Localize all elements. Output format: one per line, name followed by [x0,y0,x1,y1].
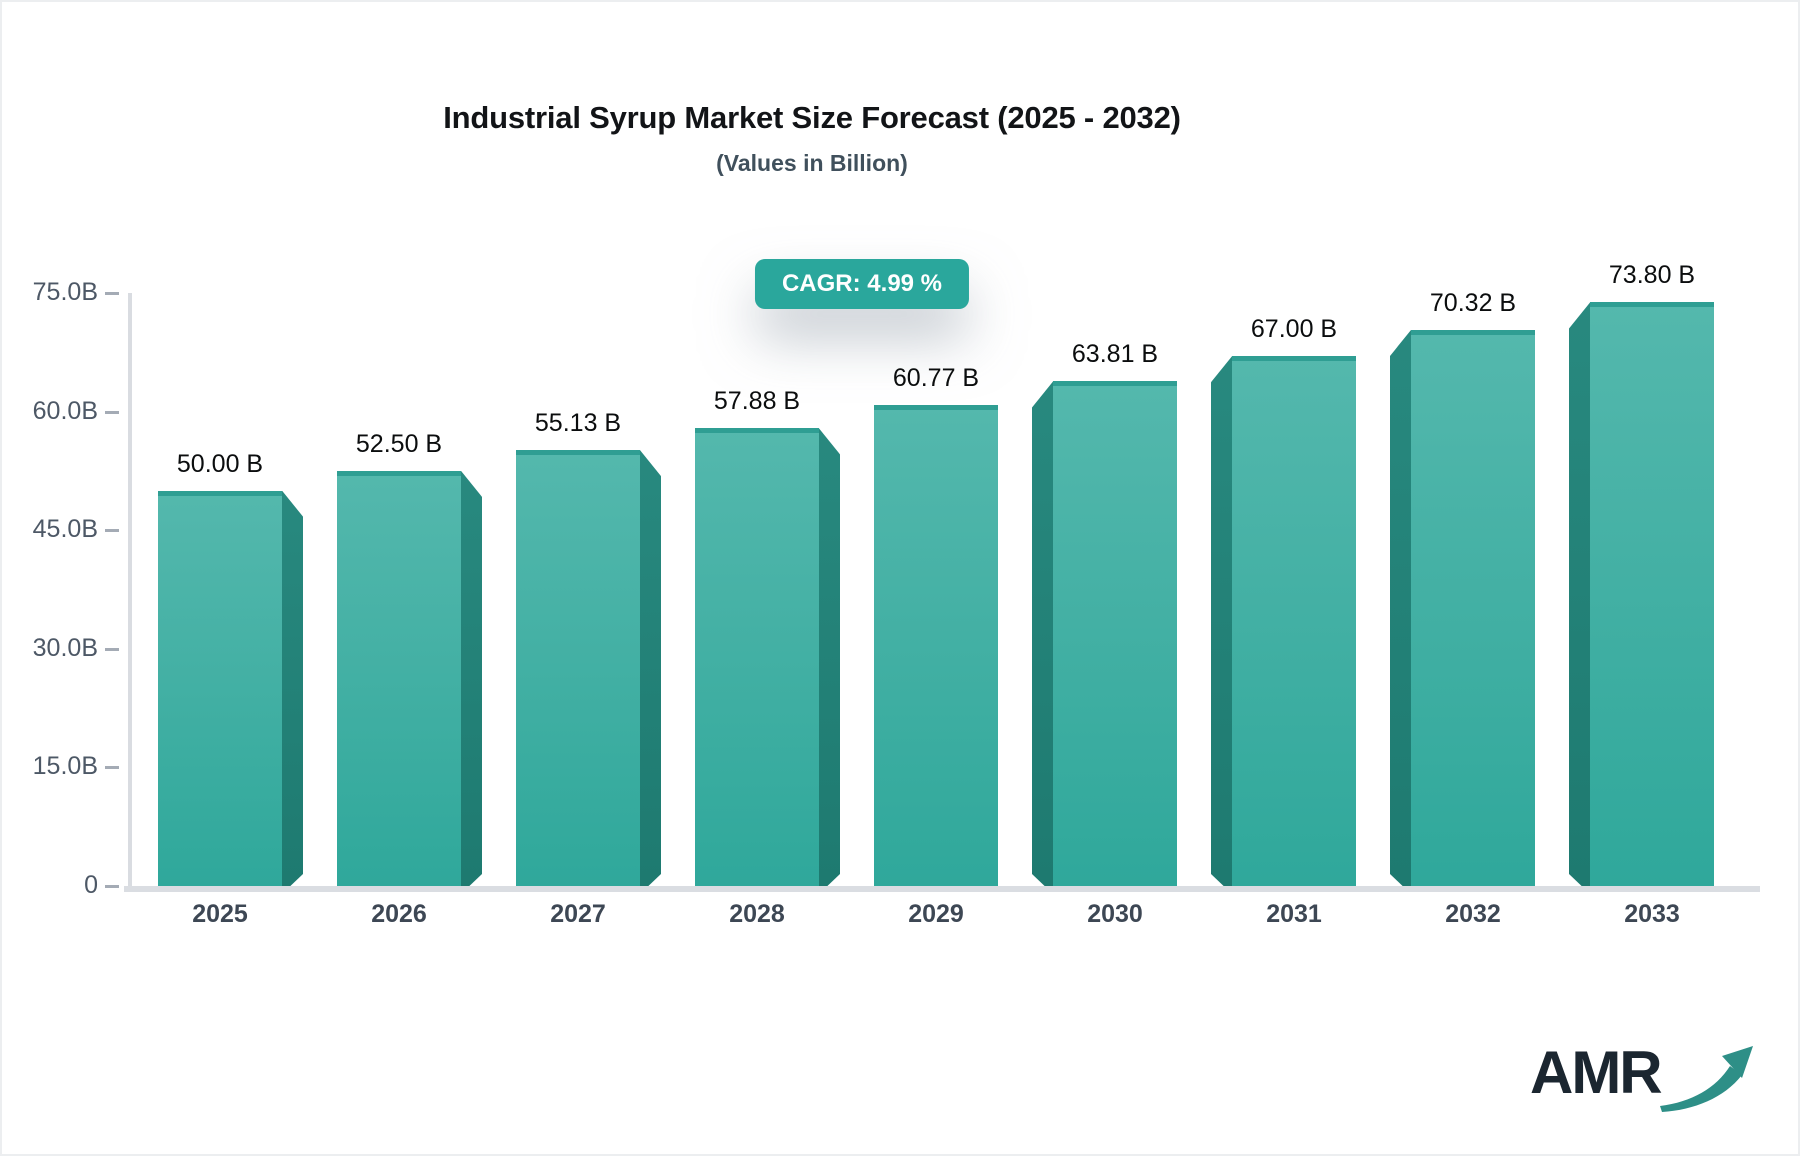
bar-value-label: 55.13 B [534,409,622,438]
amr-logo-text: AMR [1530,1039,1663,1106]
bar [158,490,282,886]
bar-3d-side [1032,381,1053,886]
bar [695,428,819,886]
bar-top-edge [695,428,819,434]
bar-top-edge [337,470,461,476]
growth-arrow-icon [1660,1046,1753,1112]
bar-3d-side [640,450,661,886]
y-axis-tick [105,291,119,295]
y-axis-label: 0 [84,871,98,899]
x-axis-label: 2029 [908,900,964,928]
bar-top-edge [158,490,282,496]
cagr-badge: CAGR: 4.99 % [754,259,970,309]
bar-top-edge [1411,329,1535,335]
bar-value-label: 60.77 B [892,364,980,393]
bar-value-label: 63.81 B [1071,340,1159,369]
x-axis-label: 2031 [1266,900,1322,928]
x-axis-label: 2033 [1624,900,1680,928]
y-axis-tick [105,529,119,533]
bar-3d-side [461,471,482,886]
y-axis-tick [105,766,119,770]
bar-3d-side [1390,330,1411,886]
x-axis-label: 2027 [550,900,606,928]
y-axis-label: 45.0B [32,515,98,544]
bar-top-edge [1232,356,1356,362]
bar-value-label: 57.88 B [713,387,801,416]
y-axis-line [128,293,132,889]
bar [1053,381,1177,886]
bar-3d-side [819,428,840,886]
bar-3d-side [1211,356,1232,886]
amr-logo: AMR [1530,1038,1753,1118]
bar [874,405,998,886]
bar-top-edge [1053,381,1177,387]
x-axis-label: 2026 [371,900,427,928]
bar-3d-side [282,491,303,886]
bar-value-label: 50.00 B [176,449,264,478]
y-axis-label: 75.0B [32,277,98,306]
x-axis-label: 2032 [1445,900,1501,928]
bar [516,450,640,886]
y-axis-label: 60.0B [32,396,98,425]
chart-title: Industrial Syrup Market Size Forecast (2… [443,100,1181,135]
chart-subtitle: (Values in Billion) [716,150,908,176]
bar-value-label: 73.80 B [1608,261,1696,290]
y-axis-tick [105,647,119,651]
bar-value-label: 70.32 B [1429,288,1517,317]
bar-top-edge [1590,302,1714,308]
y-axis-tick [105,885,119,888]
x-axis-label: 2028 [729,900,785,928]
bar [1590,302,1714,886]
bar-top-edge [874,405,998,411]
y-axis-tick [105,410,119,414]
bar-value-label: 52.50 B [355,429,443,458]
x-axis-line [124,886,1760,892]
y-axis-label: 30.0B [32,633,98,662]
x-axis-label: 2030 [1087,900,1143,928]
bar [1232,356,1356,886]
bar [1411,329,1535,886]
bar-value-label: 67.00 B [1250,315,1338,344]
bar [337,470,461,886]
y-axis-label: 15.0B [32,752,98,781]
x-axis-label: 2025 [192,900,248,928]
bar-3d-side [1569,302,1590,886]
bar-top-edge [516,450,640,456]
